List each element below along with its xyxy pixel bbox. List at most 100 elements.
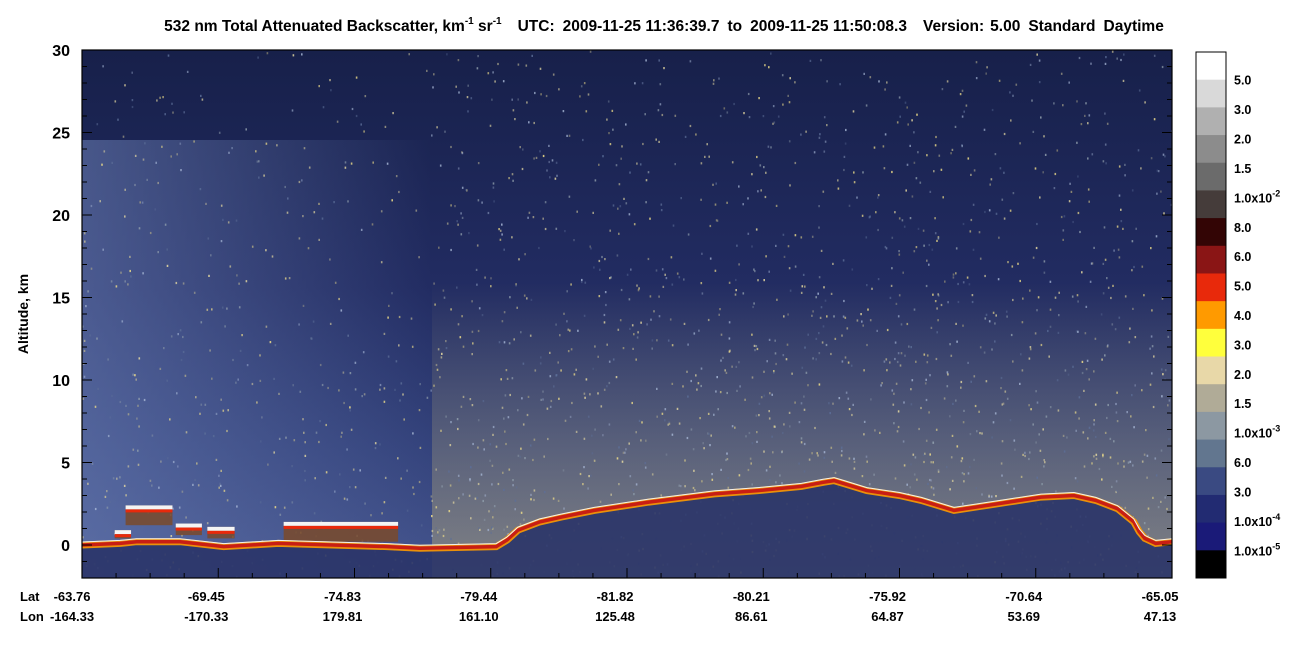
noise-speck <box>284 185 286 189</box>
noise-speck <box>745 435 747 438</box>
noise-speck <box>676 407 679 410</box>
x-tick-lat: -63.76 <box>54 589 91 604</box>
noise-speck <box>764 64 766 67</box>
noise-speck <box>232 358 234 362</box>
noise-speck <box>542 154 545 158</box>
noise-speck <box>1082 431 1085 434</box>
noise-speck <box>747 92 750 96</box>
noise-speck <box>522 362 525 365</box>
noise-speck <box>811 452 813 455</box>
noise-speck <box>944 280 946 283</box>
noise-speck <box>511 236 513 239</box>
noise-speck <box>124 280 126 283</box>
noise-speck <box>700 162 703 165</box>
noise-speck <box>657 109 660 112</box>
noise-speck <box>238 306 241 309</box>
noise-speck <box>644 466 647 469</box>
noise-speck <box>498 228 500 231</box>
noise-speck <box>1157 506 1160 509</box>
y-tick-label: 30 <box>52 43 70 60</box>
noise-speck <box>898 253 901 256</box>
noise-speck <box>383 387 386 390</box>
noise-speck <box>1141 265 1144 268</box>
noise-speck <box>625 448 627 451</box>
noise-speck <box>543 491 546 494</box>
noise-speck <box>815 337 818 340</box>
noise-speck <box>293 439 296 442</box>
noise-speck <box>170 535 173 538</box>
noise-speck <box>963 110 965 113</box>
noise-speck <box>483 518 486 521</box>
noise-speck <box>678 484 681 487</box>
noise-speck <box>460 212 462 215</box>
noise-speck <box>823 451 826 454</box>
noise-speck <box>450 537 452 541</box>
noise-speck <box>884 133 887 136</box>
noise-speck <box>143 398 146 402</box>
noise-speck <box>163 347 165 350</box>
noise-speck <box>1129 460 1132 463</box>
noise-speck <box>754 270 756 273</box>
noise-speck <box>979 346 982 349</box>
noise-speck <box>747 468 750 472</box>
noise-speck <box>755 228 758 231</box>
noise-speck <box>878 80 880 83</box>
noise-speck <box>1081 371 1084 375</box>
noise-speck <box>884 245 887 249</box>
noise-speck <box>945 466 948 469</box>
noise-speck <box>583 314 586 317</box>
noise-speck <box>1080 123 1083 126</box>
noise-speck <box>955 322 957 325</box>
title-end-time: 2009-11-25 11:50:08.3 <box>750 18 907 35</box>
noise-speck <box>470 97 473 100</box>
noise-speck <box>549 351 551 354</box>
noise-speck <box>837 179 839 182</box>
noise-speck <box>861 214 864 217</box>
noise-speck <box>361 395 363 398</box>
noise-speck <box>931 248 934 251</box>
noise-speck <box>1062 104 1064 107</box>
noise-speck <box>90 267 93 270</box>
noise-speck <box>640 439 642 442</box>
noise-speck <box>636 336 639 339</box>
noise-speck <box>1106 122 1109 125</box>
noise-speck <box>863 369 865 372</box>
noise-speck <box>587 487 589 490</box>
noise-speck <box>900 352 903 355</box>
noise-speck <box>885 247 888 250</box>
noise-speck <box>995 314 997 317</box>
noise-speck <box>570 348 573 351</box>
noise-speck <box>158 486 160 489</box>
cloud-layer-top <box>175 523 202 528</box>
noise-speck <box>1036 476 1038 479</box>
noise-speck <box>166 379 168 382</box>
noise-speck <box>830 352 832 356</box>
noise-speck <box>1088 378 1090 381</box>
noise-speck <box>794 234 797 237</box>
noise-speck <box>523 294 526 297</box>
noise-speck <box>751 376 754 379</box>
noise-speck <box>771 435 773 438</box>
noise-speck <box>984 317 987 320</box>
noise-speck <box>138 357 141 360</box>
noise-speck <box>962 421 965 424</box>
noise-speck <box>434 303 436 306</box>
noise-speck <box>871 287 873 290</box>
noise-speck <box>787 313 789 316</box>
noise-speck <box>383 501 386 504</box>
noise-speck <box>487 528 490 532</box>
noise-speck <box>546 169 548 172</box>
noise-speck <box>598 259 601 263</box>
noise-speck <box>386 162 389 165</box>
noise-speck <box>644 113 646 116</box>
noise-speck <box>431 529 434 533</box>
noise-speck <box>906 322 909 326</box>
noise-speck <box>555 374 557 377</box>
noise-speck <box>935 357 938 361</box>
noise-speck <box>924 452 926 455</box>
noise-speck <box>628 213 631 216</box>
noise-speck <box>844 316 847 319</box>
noise-speck <box>177 465 179 468</box>
x-tick-lon: -164.33 <box>50 609 94 624</box>
noise-speck <box>408 53 410 56</box>
